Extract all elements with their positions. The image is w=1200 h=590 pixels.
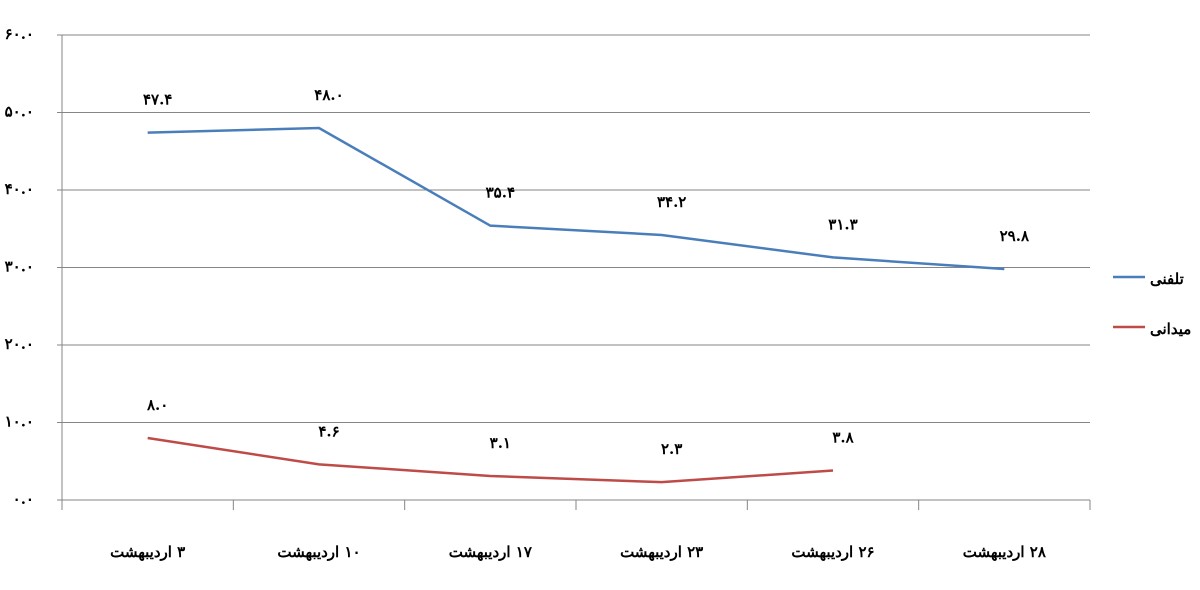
data-label: ۸.۰ bbox=[146, 396, 168, 414]
legend-label: میدانی bbox=[1150, 320, 1191, 338]
data-label: ۳.۸ bbox=[832, 429, 854, 447]
data-label: ۳۴.۲ bbox=[657, 193, 686, 211]
data-label: ۴۷.۴ bbox=[143, 91, 172, 109]
y-tick-label: ۵۰.۰ bbox=[5, 103, 34, 121]
x-tick-label: ۲۳ اردیبهشت bbox=[620, 543, 703, 561]
y-tick-label: ۲۰.۰ bbox=[5, 335, 34, 353]
data-label: ۳۵.۴ bbox=[486, 184, 515, 202]
data-label: ۴.۶ bbox=[318, 422, 339, 440]
y-tick-label: ۶۰.۰ bbox=[5, 25, 34, 43]
data-label: ۳۱.۳ bbox=[828, 215, 857, 233]
x-tick-label: ۱۷ اردیبهشت bbox=[449, 543, 533, 561]
data-label: ۳.۱ bbox=[490, 434, 511, 452]
y-tick-label: ۱۰.۰ bbox=[5, 413, 34, 431]
series-line bbox=[147, 436, 834, 484]
data-label: ۲۹.۸ bbox=[1000, 227, 1030, 245]
data-label: ۲.۳ bbox=[661, 440, 682, 458]
x-tick-label: ۲۶ اردیبهشت bbox=[791, 543, 874, 561]
legend-label: تلفنی bbox=[1150, 270, 1184, 288]
y-tick-label: ۴۰.۰ bbox=[5, 180, 34, 198]
x-tick-label: ۳ اردیبهشت bbox=[110, 543, 185, 561]
x-tick-label: ۲۸ اردیبهشت bbox=[963, 543, 1047, 561]
series-line bbox=[147, 126, 1005, 271]
y-tick-label: ۳۰.۰ bbox=[5, 258, 34, 276]
y-tick-label: ۰.۰ bbox=[13, 490, 34, 508]
x-tick-label: ۱۰ اردیبهشت bbox=[277, 543, 360, 561]
data-label: ۴۸.۰ bbox=[314, 86, 343, 104]
